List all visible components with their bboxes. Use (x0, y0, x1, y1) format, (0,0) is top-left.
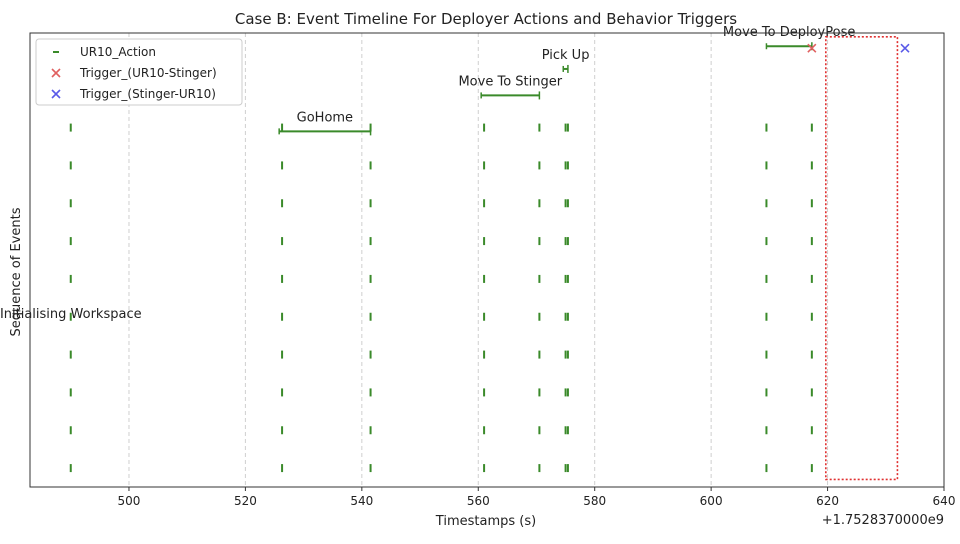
legend-marker (51, 89, 61, 99)
legend-marker (51, 68, 61, 78)
highlight-box (825, 35, 899, 481)
x-axis-label: Timestamps (s) (435, 514, 536, 529)
y-axis-label: Sequence of Events (9, 207, 24, 336)
legend-label: Trigger_(Stinger-UR10) (79, 87, 216, 101)
x-axis-ticks: 500 520 540 560 580 600 620 640 (118, 487, 956, 508)
x-offset-label: +1.7528370000e9 (822, 513, 944, 528)
legend-box (35, 38, 243, 106)
legend-label: UR10_Action (80, 45, 156, 59)
action-segment-label: Move To Stinger (458, 74, 562, 89)
action-segment-label: Pick Up (542, 48, 590, 63)
trigger-marker (807, 43, 817, 53)
x-tick-label: 620 (816, 494, 839, 508)
chart-title: Case B: Event Timeline For Deployer Acti… (235, 10, 737, 28)
legend-label: Trigger_(UR10-Stinger) (79, 66, 217, 80)
x-tick-label: 600 (700, 494, 723, 508)
x-tick-label: 540 (350, 494, 373, 508)
action-segments: Initialising Workspace GoHome Move To Stin… (0, 25, 855, 322)
x-tick-label: 500 (118, 494, 141, 508)
plot-frame (29, 32, 945, 488)
action-segment-label: Initialising Workspace (0, 307, 142, 322)
action-marks (69, 123, 813, 473)
action-segment-label: GoHome (297, 110, 353, 125)
x-tick-label: 580 (583, 494, 606, 508)
highlight-layer (825, 35, 899, 481)
trigger-markers (807, 43, 910, 53)
x-tick-label: 640 (933, 494, 956, 508)
trigger-marker-stroke (807, 43, 817, 53)
x-tick-label: 520 (234, 494, 257, 508)
trigger-marker-stroke (900, 43, 910, 53)
legend: UR10_Action Trigger_(UR10-Stinger) Trigger… (35, 38, 243, 106)
x-grid (128, 33, 945, 487)
x-tick-label: 560 (467, 494, 490, 508)
trigger-marker (900, 43, 910, 53)
